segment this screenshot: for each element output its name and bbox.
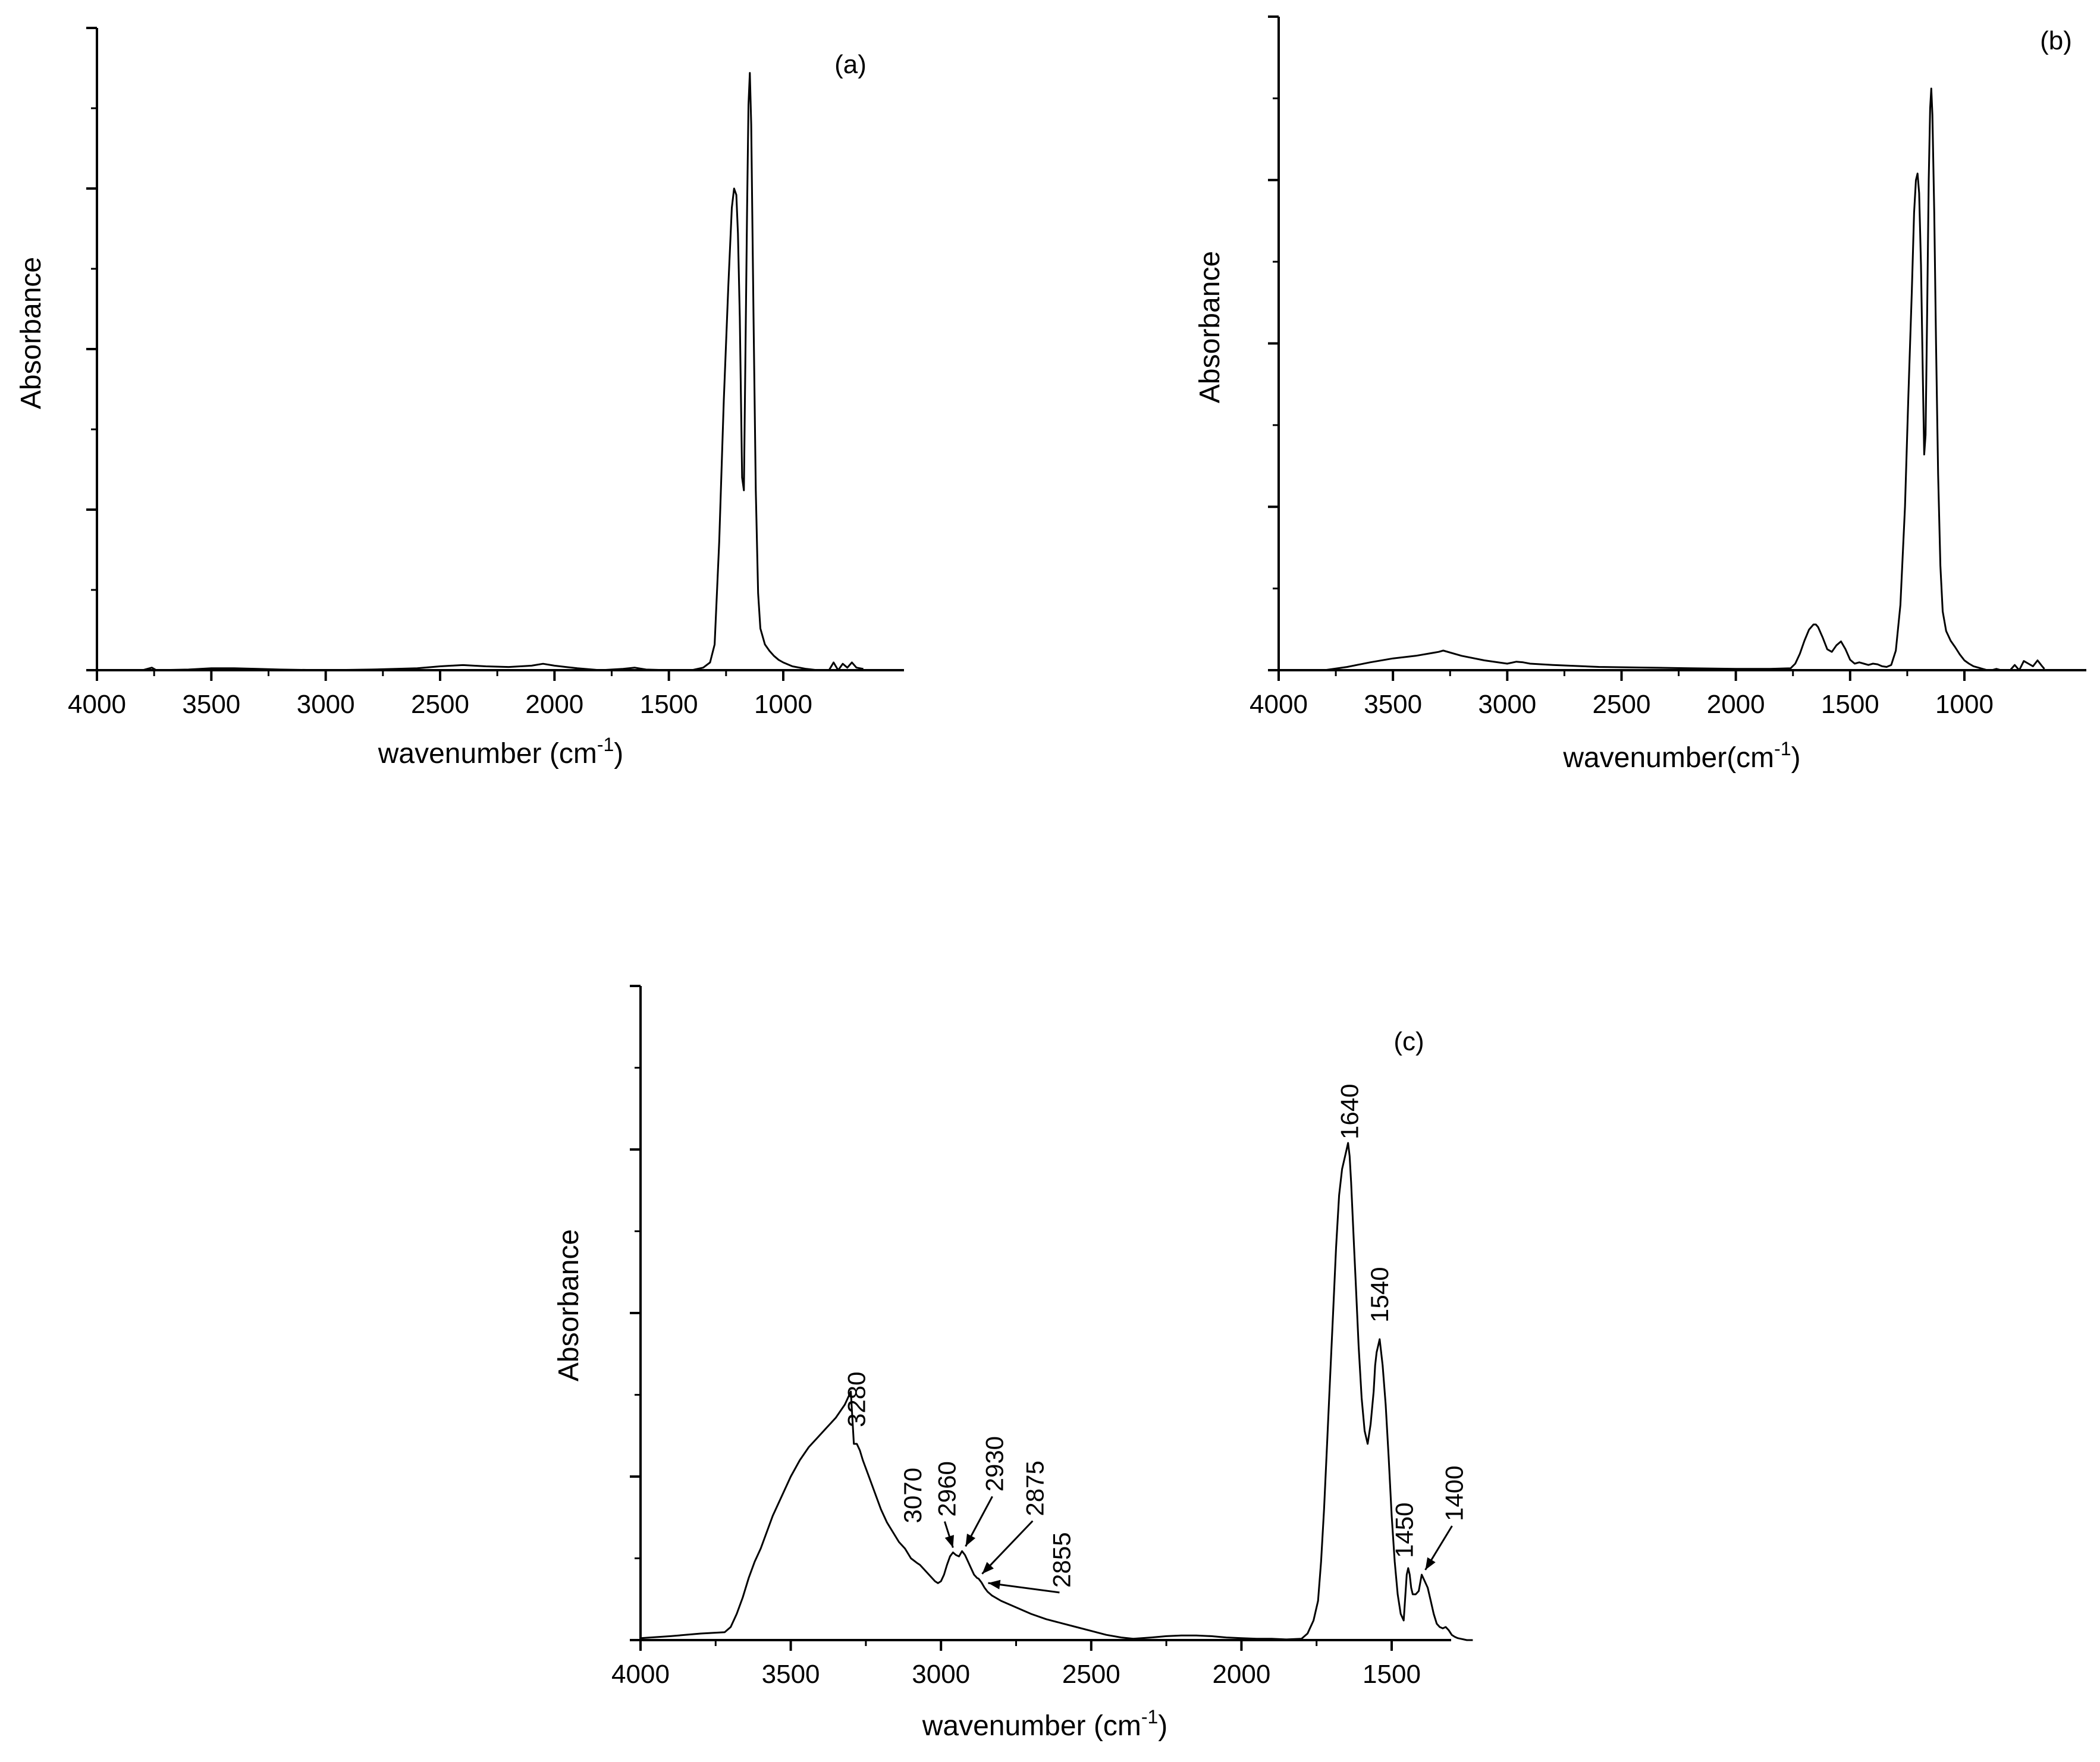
x-tick-label: 3500 bbox=[182, 690, 240, 719]
peak-arrowhead-2960 bbox=[944, 1535, 954, 1548]
x-tick-label: 3500 bbox=[762, 1660, 820, 1689]
x-tick-label: 2000 bbox=[525, 690, 583, 719]
panel-a: 4000 3500 3000 2500 2000 1500 1000 (a) Absorba… bbox=[15, 27, 904, 769]
panel-a-x-axis-label: wavenumber (cm-1) bbox=[378, 734, 624, 769]
panel-b-x-axis-label: wavenumber(cm-1) bbox=[1562, 738, 1800, 774]
panel-b: 4000 3500 3000 2500 2000 1500 1000 (b) Absorba… bbox=[1194, 15, 2086, 774]
panel-c-tag: (c) bbox=[1393, 1027, 1424, 1056]
x-tick-label: 4000 bbox=[611, 1660, 670, 1689]
panel-c-peak-annotations: 3280 3070 2960 2930 2875 2855 1640 1540 1450 1400 bbox=[843, 1084, 1468, 1594]
peak-label-2875: 2875 bbox=[1021, 1461, 1049, 1516]
peak-arrowhead-2930 bbox=[965, 1533, 976, 1547]
x-tick-label: 3000 bbox=[1478, 690, 1536, 719]
x-tick-label: 3000 bbox=[912, 1660, 970, 1689]
panel-a-y-ticks bbox=[86, 27, 97, 671]
x-tick-label: 1500 bbox=[1821, 690, 1879, 719]
panel-a-x-label-sup: -1 bbox=[597, 734, 614, 755]
peak-label-1400: 1400 bbox=[1440, 1466, 1468, 1521]
panel-b-series-line bbox=[1279, 87, 2045, 671]
x-tick-label: 2500 bbox=[411, 690, 469, 719]
panel-a-series-line bbox=[97, 72, 864, 671]
x-tick-label: 1500 bbox=[640, 690, 698, 719]
peak-label-2855: 2855 bbox=[1047, 1532, 1075, 1588]
peak-arrow-2875 bbox=[981, 1520, 1034, 1575]
panel-c-x-axis-label: wavenumber (cm-1) bbox=[922, 1706, 1168, 1742]
peak-label-1640: 1640 bbox=[1335, 1084, 1363, 1139]
panel-b-tag: (b) bbox=[2040, 26, 2072, 55]
panel-b-y-ticks bbox=[1268, 15, 1279, 671]
peak-arrowhead-2855 bbox=[988, 1579, 1001, 1590]
panel-c-x-label-main: wavenumber (cm bbox=[922, 1710, 1141, 1742]
x-tick-label: 2000 bbox=[1707, 690, 1765, 719]
panel-c-series-line bbox=[640, 1142, 1473, 1641]
x-tick-label: 1000 bbox=[1935, 690, 1994, 719]
x-tick-label: 4000 bbox=[68, 690, 126, 719]
panel-a-y-axis-label: Absorbance bbox=[15, 257, 47, 409]
peak-arrowhead-2875 bbox=[982, 1562, 994, 1574]
panel-a-tag: (a) bbox=[834, 50, 867, 79]
peak-label-2930: 2930 bbox=[981, 1436, 1009, 1491]
peak-label-1540: 1540 bbox=[1366, 1267, 1393, 1323]
panel-c-y-ticks bbox=[630, 985, 641, 1641]
x-tick-label: 3000 bbox=[297, 690, 355, 719]
x-tick-label: 3500 bbox=[1364, 690, 1422, 719]
panel-b-x-label-main: wavenumber(cm bbox=[1562, 742, 1774, 774]
panel-a-x-ticks: 4000 3500 3000 2500 2000 1500 1000 bbox=[68, 670, 812, 719]
x-tick-label: 2000 bbox=[1212, 1660, 1270, 1689]
x-tick-label: 2500 bbox=[1593, 690, 1651, 719]
panel-b-x-ticks: 4000 3500 3000 2500 2000 1500 1000 bbox=[1250, 670, 1994, 719]
peak-label-3280: 3280 bbox=[843, 1372, 871, 1427]
peak-label-3070: 3070 bbox=[899, 1468, 927, 1523]
peak-label-1450: 1450 bbox=[1390, 1503, 1418, 1558]
panel-c-x-ticks: 4000 3500 3000 2500 2000 1500 bbox=[611, 1640, 1421, 1689]
panel-a-x-label-main: wavenumber (cm bbox=[378, 738, 597, 769]
panel-c-x-label-close: ) bbox=[1158, 1710, 1167, 1742]
panel-c-x-label-sup: -1 bbox=[1141, 1706, 1158, 1728]
x-tick-label: 4000 bbox=[1250, 690, 1308, 719]
panel-a-x-label-close: ) bbox=[614, 738, 623, 769]
panel-c-y-axis-label: Absorbance bbox=[553, 1229, 585, 1381]
panel-c: 4000 3500 3000 2500 2000 1500 (c) Absorbance … bbox=[553, 985, 1473, 1742]
x-tick-label: 1500 bbox=[1363, 1660, 1421, 1689]
panel-b-y-axis-label: Absorbance bbox=[1194, 251, 1226, 403]
x-tick-label: 2500 bbox=[1062, 1660, 1120, 1689]
panel-b-x-label-close: ) bbox=[1791, 742, 1801, 774]
peak-arrowhead-1400 bbox=[1425, 1557, 1436, 1570]
peak-label-2960: 2960 bbox=[933, 1461, 960, 1516]
panel-b-x-label-sup: -1 bbox=[1774, 738, 1791, 759]
peak-arrow-2855 bbox=[988, 1582, 1060, 1594]
x-tick-label: 1000 bbox=[754, 690, 812, 719]
